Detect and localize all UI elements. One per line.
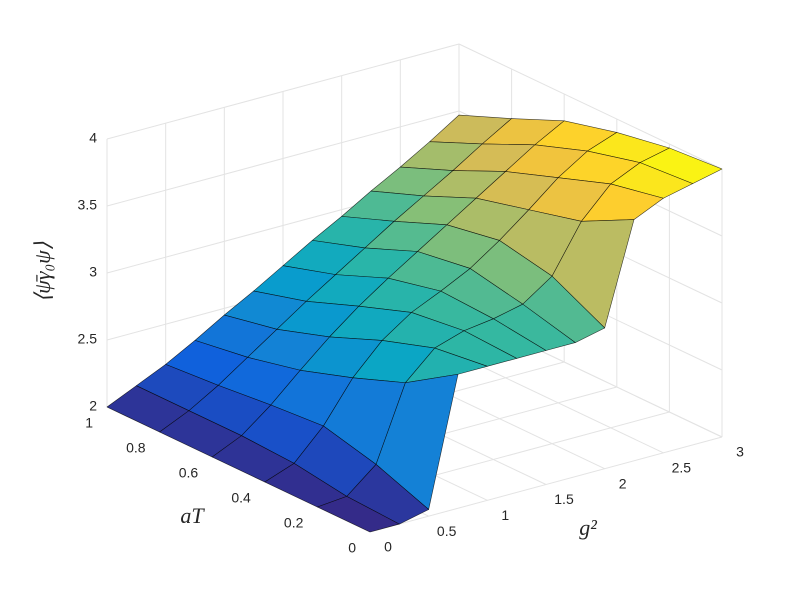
y-tick-label: 0.6 xyxy=(179,465,199,481)
x-axis-label: g² xyxy=(579,515,597,540)
grid-line xyxy=(106,43,460,140)
x-tick-label: 1.5 xyxy=(554,491,574,507)
y-tick-label: 0.8 xyxy=(126,440,146,456)
z-axis-label: ⟨ψ̄γ₀ψ⟩ xyxy=(30,241,55,302)
z-tick-label: 2 xyxy=(89,398,97,414)
grid-line xyxy=(458,43,723,170)
x-tick-label: 2 xyxy=(619,475,627,491)
z-tick-label: 3 xyxy=(89,264,97,280)
z-tick-label: 3.5 xyxy=(78,197,98,213)
x-tick-label: 1 xyxy=(501,507,509,523)
x-tick-label: 3 xyxy=(736,444,744,460)
y-axis-label: aT xyxy=(180,503,205,528)
grid-line xyxy=(369,436,723,533)
z-tick-label: 4 xyxy=(89,130,97,146)
y-tick-label: 0.2 xyxy=(284,515,304,531)
surface-patch xyxy=(317,496,400,533)
grid-line xyxy=(106,110,460,207)
y-tick-label: 1 xyxy=(85,415,93,431)
x-tick-label: 0 xyxy=(384,539,392,555)
x-tick-label: 0.5 xyxy=(437,523,457,539)
z-tick-label: 2.5 xyxy=(78,331,98,347)
x-tick-label: 2.5 xyxy=(672,460,692,476)
y-tick-label: 0 xyxy=(348,540,356,556)
y-tick-label: 0.4 xyxy=(231,490,251,506)
